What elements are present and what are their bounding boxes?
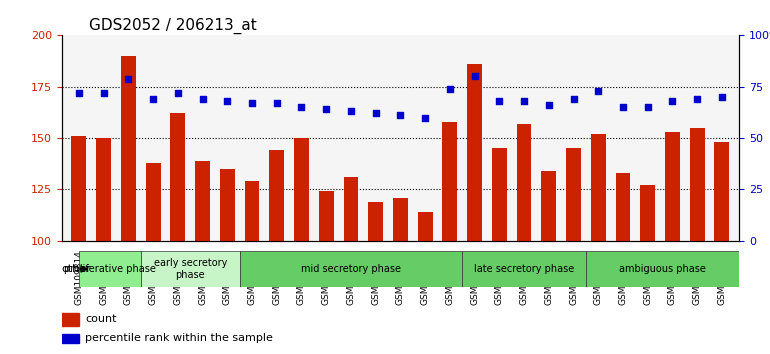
Text: mid secretory phase: mid secretory phase [301,264,401,274]
Point [641,104,654,110]
Point [518,98,531,104]
Point [567,96,580,102]
Bar [393,198,408,241]
Point [691,96,703,102]
Bar [245,181,259,241]
Point [122,76,135,81]
Bar [96,138,111,241]
Point [543,102,555,108]
Bar [566,148,581,241]
Point [370,110,382,116]
Bar [690,128,705,241]
Text: percentile rank within the sample: percentile rank within the sample [85,333,273,343]
Bar [343,177,358,241]
Text: GDS2052 / 206213_at: GDS2052 / 206213_at [89,18,256,34]
Bar [62,334,79,343]
FancyBboxPatch shape [239,251,462,287]
Bar [121,56,136,241]
Text: count: count [85,314,117,324]
Bar [146,163,160,241]
Bar [591,134,606,241]
Bar [492,148,507,241]
Point [666,98,678,104]
Point [172,90,184,96]
Bar [270,150,284,241]
Point [419,115,431,120]
Point [246,100,258,106]
Point [98,90,110,96]
Bar [615,173,631,241]
FancyBboxPatch shape [79,251,141,287]
Point [468,74,480,79]
Point [444,86,456,92]
Bar [641,185,655,241]
Text: early secretory
phase: early secretory phase [153,258,227,280]
Point [270,100,283,106]
Bar [220,169,235,241]
Bar [517,124,531,241]
FancyBboxPatch shape [141,251,239,287]
Bar [62,313,79,326]
Point [345,109,357,114]
Bar [665,132,680,241]
Point [221,98,233,104]
FancyBboxPatch shape [462,251,586,287]
Point [296,104,308,110]
Point [592,88,604,94]
Bar [443,122,457,241]
Point [493,98,505,104]
Bar [170,113,186,241]
Bar [467,64,482,241]
Bar [541,171,556,241]
Bar [319,192,333,241]
Point [394,113,407,118]
Bar [715,142,729,241]
Point [196,96,209,102]
Point [147,96,159,102]
Text: other: other [62,264,92,274]
FancyBboxPatch shape [586,251,739,287]
Bar [417,212,433,241]
Point [716,94,728,100]
Text: ambiguous phase: ambiguous phase [619,264,706,274]
Text: proliferative phase: proliferative phase [64,264,156,274]
Bar [195,161,210,241]
Text: late secretory phase: late secretory phase [474,264,574,274]
Bar [294,138,309,241]
Bar [368,202,383,241]
Point [72,90,85,96]
Point [320,107,333,112]
Bar [72,136,86,241]
Point [617,104,629,110]
